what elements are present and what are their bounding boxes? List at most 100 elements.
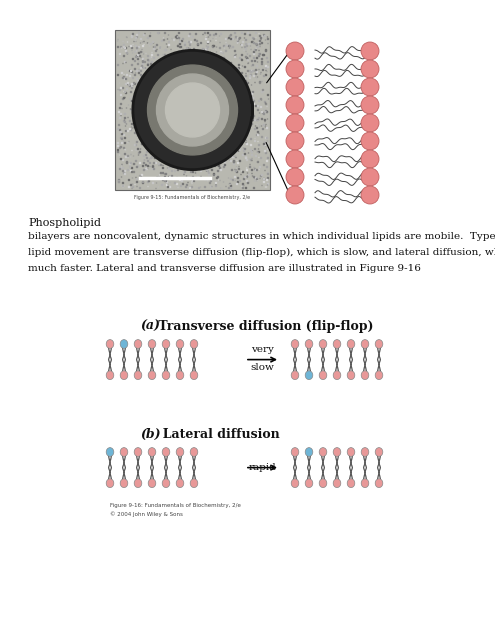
Point [232,70,240,80]
Point [143,147,151,157]
Point [258,76,266,86]
Point [137,109,145,120]
Point [215,65,223,76]
Point [168,129,176,140]
Circle shape [148,65,238,155]
Point [176,86,184,97]
Point [253,145,261,155]
Point [241,135,249,145]
Point [233,88,241,98]
Point [211,161,219,171]
Point [258,31,266,41]
Point [254,143,262,154]
Point [178,56,186,66]
Point [124,137,132,147]
Point [232,77,240,87]
Point [258,64,266,74]
Point [223,92,231,102]
Point [186,40,194,50]
Point [219,41,227,51]
Point [175,56,183,67]
Point [244,106,252,116]
Point [224,140,232,150]
Point [260,159,268,170]
Point [158,162,166,172]
Point [154,128,162,138]
Point [134,123,142,133]
Point [253,147,261,157]
Point [179,178,187,188]
Point [163,121,171,131]
Point [163,42,171,52]
Point [216,51,224,61]
Point [257,114,265,124]
Point [193,35,200,45]
Point [253,72,261,82]
Point [246,50,253,60]
Point [222,76,230,86]
Point [139,56,147,67]
Point [230,131,238,141]
Point [198,159,206,170]
Point [227,181,235,191]
Point [193,124,201,134]
Point [251,28,259,38]
Point [239,79,247,89]
Point [143,99,151,109]
Point [221,171,229,181]
Point [248,108,256,118]
Point [216,164,224,175]
Point [241,68,249,78]
Point [181,63,189,74]
Point [253,56,261,67]
Point [151,137,159,147]
Point [216,163,224,173]
Point [252,67,260,77]
Point [237,49,245,60]
Point [130,111,138,121]
Point [147,52,155,62]
Point [136,105,144,115]
Text: (b): (b) [140,428,160,441]
Point [252,130,260,140]
Point [128,183,136,193]
Point [176,42,184,52]
Point [162,179,170,189]
Point [131,40,139,51]
Point [206,106,214,116]
Point [206,158,214,168]
Point [126,115,134,125]
Point [264,38,272,48]
Point [261,182,269,192]
Point [113,146,121,156]
Point [178,176,186,186]
Point [206,128,214,138]
Point [146,72,154,83]
Point [131,46,139,56]
Point [174,155,182,165]
Point [191,107,198,117]
Point [254,140,262,150]
Point [134,160,142,170]
Point [228,128,236,138]
Point [186,112,194,122]
Point [114,174,122,184]
Point [231,150,239,161]
Point [194,100,202,111]
Point [256,33,264,43]
Point [232,161,240,172]
Point [145,176,152,186]
Point [238,101,246,111]
Point [159,84,167,95]
Point [138,139,146,149]
Point [201,161,209,171]
Point [201,99,209,109]
Point [203,118,211,128]
Point [115,120,123,130]
Point [202,157,210,168]
Point [157,51,165,61]
Point [202,44,210,54]
Point [115,150,123,160]
Point [174,40,182,51]
Point [152,138,160,148]
